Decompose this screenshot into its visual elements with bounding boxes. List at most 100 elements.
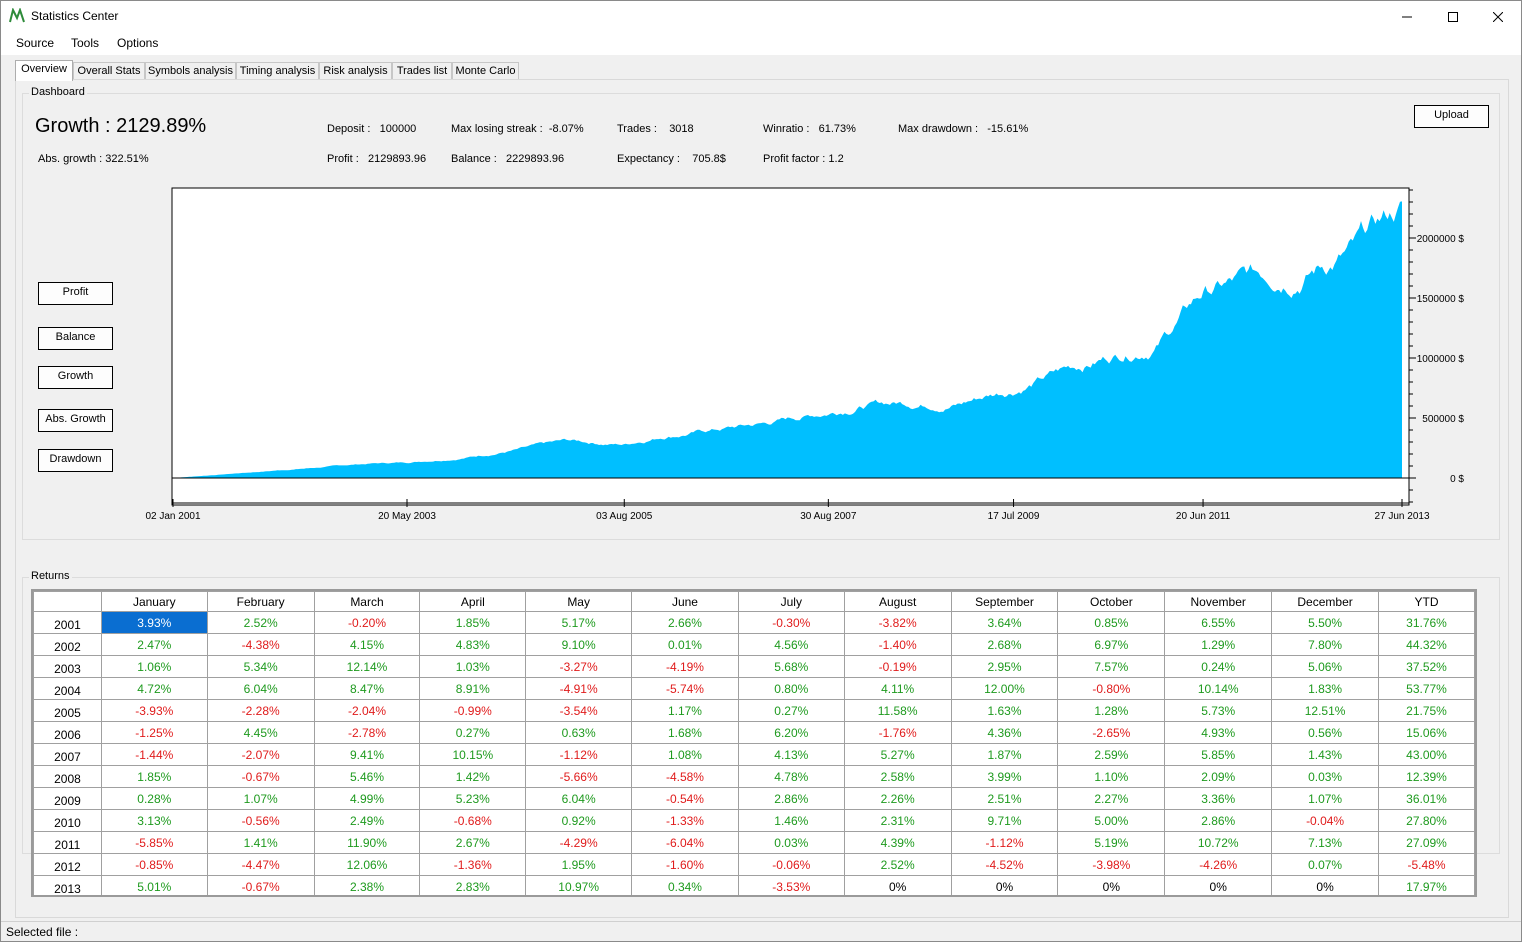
column-header[interactable]: June (631, 591, 739, 612)
return-cell[interactable]: -3.82% (843, 611, 952, 634)
return-cell[interactable]: 3.13% (100, 809, 208, 832)
return-cell[interactable]: 37.52% (1378, 655, 1475, 678)
return-cell[interactable]: 44.32% (1378, 633, 1475, 656)
growth-button[interactable]: Growth (38, 366, 113, 389)
return-cell[interactable]: 1.83% (1271, 677, 1380, 700)
return-cell[interactable]: -2.07% (206, 743, 315, 766)
column-header[interactable]: May (525, 591, 633, 612)
return-cell[interactable]: 2.49% (313, 809, 421, 832)
return-cell[interactable]: 2.58% (843, 765, 952, 788)
return-cell[interactable]: 2.52% (843, 853, 952, 876)
return-cell[interactable]: 0.24% (1164, 655, 1273, 678)
return-cell[interactable]: 2.26% (843, 787, 952, 810)
tab-risk-analysis[interactable]: Risk analysis (319, 62, 392, 80)
column-header[interactable]: March (313, 591, 421, 612)
return-cell[interactable]: 6.55% (1164, 611, 1273, 634)
return-cell[interactable]: 0.07% (1271, 853, 1380, 876)
return-cell[interactable]: 0% (1271, 875, 1380, 895)
tab-symbols-analysis[interactable]: Symbols analysis (145, 62, 236, 80)
return-cell[interactable]: 4.39% (843, 831, 952, 854)
return-cell[interactable]: 4.72% (100, 677, 208, 700)
return-cell[interactable]: 5.06% (1271, 655, 1380, 678)
return-cell[interactable]: 8.91% (419, 677, 527, 700)
return-cell[interactable]: 2.09% (1164, 765, 1273, 788)
return-cell[interactable]: -4.19% (631, 655, 739, 678)
return-cell[interactable]: -0.04% (1271, 809, 1380, 832)
return-cell[interactable]: 0.28% (100, 787, 208, 810)
return-cell[interactable]: 2.67% (419, 831, 527, 854)
return-cell[interactable]: 2.27% (1057, 787, 1166, 810)
column-header[interactable] (33, 591, 102, 612)
column-header[interactable]: July (737, 591, 845, 612)
return-cell[interactable]: -0.20% (313, 611, 421, 634)
menu-source[interactable]: Source (16, 36, 55, 50)
return-cell[interactable]: -3.98% (1057, 853, 1166, 876)
return-cell[interactable]: 12.06% (313, 853, 421, 876)
return-cell[interactable]: -0.19% (843, 655, 952, 678)
return-cell[interactable]: 15.06% (1378, 721, 1475, 744)
return-cell[interactable]: 1.41% (206, 831, 315, 854)
return-cell[interactable]: 5.34% (206, 655, 315, 678)
return-cell[interactable]: -4.58% (631, 765, 739, 788)
return-cell[interactable]: 3.36% (1164, 787, 1273, 810)
returns-table[interactable]: January February March April May June July Augu… (31, 589, 1477, 897)
return-cell[interactable]: 10.14% (1164, 677, 1273, 700)
return-cell[interactable]: 5.73% (1164, 699, 1273, 722)
return-cell[interactable]: 2.95% (950, 655, 1059, 678)
return-cell[interactable]: 43.00% (1378, 743, 1475, 766)
return-cell[interactable]: 7.57% (1057, 655, 1166, 678)
return-cell[interactable]: -3.53% (737, 875, 845, 895)
return-cell[interactable]: 4.99% (313, 787, 421, 810)
tab-trades-list[interactable]: Trades list (392, 62, 452, 80)
return-cell[interactable]: 5.27% (843, 743, 952, 766)
return-cell[interactable]: 0% (1057, 875, 1166, 895)
return-cell[interactable]: -5.66% (525, 765, 633, 788)
return-cell[interactable]: 5.17% (525, 611, 633, 634)
return-cell[interactable]: -6.04% (631, 831, 739, 854)
return-cell[interactable]: 0.56% (1271, 721, 1380, 744)
return-cell[interactable]: 2.52% (206, 611, 315, 634)
return-cell[interactable]: 1.06% (100, 655, 208, 678)
profit-button[interactable]: Profit (38, 282, 113, 305)
return-cell[interactable]: 4.36% (950, 721, 1059, 744)
return-cell[interactable]: 4.11% (843, 677, 952, 700)
return-cell[interactable]: 17.97% (1378, 875, 1475, 895)
return-cell[interactable]: 7.80% (1271, 633, 1380, 656)
return-cell[interactable]: -0.67% (206, 875, 315, 895)
return-cell[interactable]: 11.58% (843, 699, 952, 722)
column-header[interactable]: YTD (1378, 591, 1475, 612)
return-cell[interactable]: 2.31% (843, 809, 952, 832)
return-cell[interactable]: 2.86% (737, 787, 845, 810)
return-cell[interactable]: -0.68% (419, 809, 527, 832)
return-cell[interactable]: -5.48% (1378, 853, 1475, 876)
return-cell[interactable]: 1.42% (419, 765, 527, 788)
return-cell[interactable]: -2.78% (313, 721, 421, 744)
return-cell[interactable]: 3.93% (100, 611, 208, 634)
return-cell[interactable]: 0.01% (631, 633, 739, 656)
return-cell[interactable]: 5.23% (419, 787, 527, 810)
return-cell[interactable]: -3.27% (525, 655, 633, 678)
return-cell[interactable]: 6.04% (206, 677, 315, 700)
return-cell[interactable]: 2.83% (419, 875, 527, 895)
return-cell[interactable]: 21.75% (1378, 699, 1475, 722)
return-cell[interactable]: -1.76% (843, 721, 952, 744)
return-cell[interactable]: 5.68% (737, 655, 845, 678)
return-cell[interactable]: 10.15% (419, 743, 527, 766)
tab-timing-analysis[interactable]: Timing analysis (236, 62, 319, 80)
menu-options[interactable]: Options (117, 36, 159, 50)
return-cell[interactable]: 1.08% (631, 743, 739, 766)
upload-button[interactable]: Upload (1414, 105, 1489, 128)
tab-overall-stats[interactable]: Overall Stats (73, 62, 145, 80)
return-cell[interactable]: -0.54% (631, 787, 739, 810)
column-header[interactable]: November (1164, 591, 1273, 612)
return-cell[interactable]: 1.63% (950, 699, 1059, 722)
return-cell[interactable]: 4.78% (737, 765, 845, 788)
return-cell[interactable]: 0.63% (525, 721, 633, 744)
return-cell[interactable]: 0.27% (737, 699, 845, 722)
return-cell[interactable]: 10.97% (525, 875, 633, 895)
return-cell[interactable]: 2.38% (313, 875, 421, 895)
return-cell[interactable]: -2.65% (1057, 721, 1166, 744)
return-cell[interactable]: -5.74% (631, 677, 739, 700)
return-cell[interactable]: 3.99% (950, 765, 1059, 788)
abs-growth-button[interactable]: Abs. Growth (38, 409, 113, 432)
